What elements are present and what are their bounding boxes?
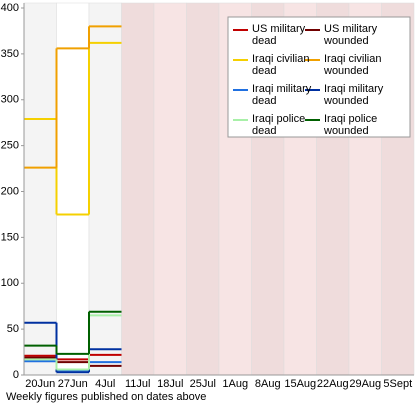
y-tick-label: 50	[7, 323, 19, 335]
column-band	[121, 2, 155, 376]
x-tick-label: 27Jun	[58, 378, 88, 390]
y-tick-label: 400	[1, 2, 19, 14]
column-band	[23, 2, 57, 376]
legend-label: US military dead	[252, 23, 306, 47]
column-band	[186, 2, 220, 376]
legend-label: Iraqi police dead	[252, 113, 306, 137]
footnote: Weekly figures published on dates above	[6, 391, 206, 403]
legend-label: Iraqi police wounded	[324, 113, 378, 137]
x-tick-label: 20Jun	[25, 378, 55, 390]
column-band	[153, 2, 187, 376]
x-tick-label: 29Aug	[349, 378, 381, 390]
x-tick-label: 11Jul	[125, 378, 150, 390]
y-tick-label: 200	[1, 185, 19, 197]
legend-label: Iraqi civilian dead	[252, 53, 310, 77]
x-tick-label: 5Sept	[383, 378, 412, 390]
column-band	[56, 2, 90, 376]
column-band	[88, 2, 122, 376]
y-tick-label: 250	[1, 140, 19, 152]
x-tick-label: 18Jul	[157, 378, 183, 390]
y-tick-label: 300	[1, 94, 19, 106]
x-tick-label: 25Jul	[190, 378, 216, 390]
x-tick-label: 15Aug	[284, 378, 316, 390]
legend-box	[227, 16, 411, 138]
legend-label: US military wounded	[324, 23, 378, 47]
x-tick-label: 22Aug	[317, 378, 349, 390]
x-tick-label: 1Aug	[222, 378, 248, 390]
x-tick-label: 8Aug	[255, 378, 281, 390]
legend-label: Iraqi civilian wounded	[324, 53, 382, 77]
y-tick-label: 350	[1, 48, 19, 60]
x-tick-label: 4Jul	[95, 378, 115, 390]
y-tick-label: 0	[13, 369, 19, 381]
y-tick-label: 150	[1, 231, 19, 243]
legend-label: Iraqi military wounded	[324, 83, 384, 107]
legend-label: Iraqi military dead	[252, 83, 312, 107]
y-tick-label: 100	[1, 277, 19, 289]
